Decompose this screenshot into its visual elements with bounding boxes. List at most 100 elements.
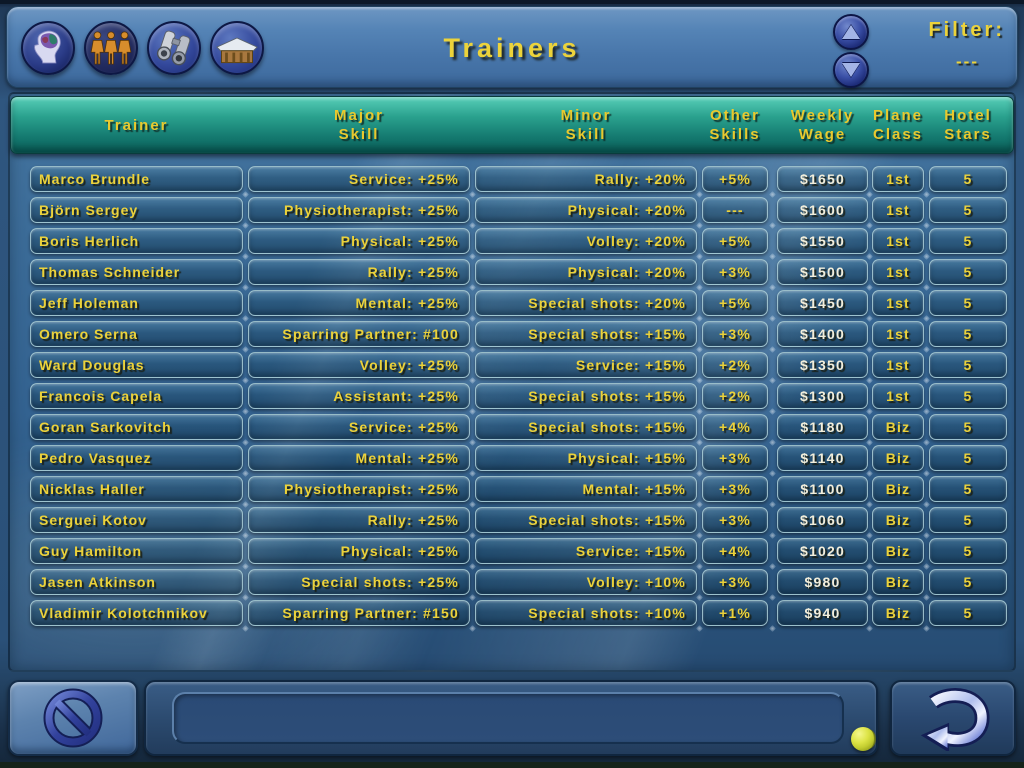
minor-cell: Volley: +20% [475, 228, 697, 254]
sparkle-decoration [769, 439, 776, 446]
binoculars-icon[interactable] [147, 21, 201, 75]
wage-cell: $1400 [777, 321, 868, 347]
wage-cell: $1180 [777, 414, 868, 440]
trainer-cell: Guy Hamilton [30, 538, 243, 564]
filter-value[interactable]: --- [956, 52, 979, 71]
header-line: Trainer [104, 116, 169, 134]
sparkle-decoration [696, 284, 703, 291]
sparkle-decoration [242, 501, 249, 508]
sparkle-decoration [242, 563, 249, 570]
header-line: Stars [944, 126, 992, 143]
minor-cell: Special shots: +15% [475, 507, 697, 533]
table-row[interactable]: Thomas Schneider Rally: +25% Physical: +20… [30, 259, 1007, 291]
wage-cell: $1600 [777, 197, 868, 223]
table-row[interactable]: Guy Hamilton Physical: +25% Service: +15% +… [30, 538, 1007, 570]
sparkle-decoration [866, 315, 873, 322]
trainer-cell: Boris Herlich [30, 228, 243, 254]
minor-cell: Physical: +15% [475, 445, 697, 471]
wage-cell: $1140 [777, 445, 868, 471]
sparkle-decoration [696, 532, 703, 539]
hotel-cell: 5 [929, 507, 1007, 533]
sparkle-decoration [866, 377, 873, 384]
header-line: Plane [872, 107, 924, 124]
sparkle-decoration [242, 470, 249, 477]
sparkle-decoration [696, 563, 703, 570]
clubhouse-icon[interactable] [210, 21, 264, 75]
sparkle-decoration [923, 470, 930, 477]
other-cell: +3% [702, 321, 768, 347]
cancel-button[interactable] [8, 680, 138, 756]
sparkle-decoration [469, 501, 476, 508]
hotel-cell: 5 [929, 383, 1007, 409]
return-icon [920, 688, 990, 751]
wage-cell: $1500 [777, 259, 868, 285]
other-cell: +3% [702, 445, 768, 471]
mind-icon[interactable] [21, 21, 75, 75]
sparkle-decoration [769, 346, 776, 353]
scroll-down-button[interactable] [833, 52, 869, 88]
sparkle-decoration [696, 191, 703, 198]
sparkle-decoration [923, 222, 930, 229]
message-panel [144, 680, 878, 756]
tennis-ball-icon [851, 727, 876, 751]
hotel-cell: 5 [929, 414, 1007, 440]
table-row[interactable]: Goran Sarkovitch Service: +25% Special sho… [30, 414, 1007, 446]
sparkle-decoration [469, 563, 476, 570]
wage-cell: $1550 [777, 228, 868, 254]
hotel-cell: 5 [929, 290, 1007, 316]
column-header-minor-skill: Minor Skill [475, 99, 697, 151]
minor-cell: Special shots: +15% [475, 414, 697, 440]
sparkle-decoration [469, 284, 476, 291]
trainer-cell: Vladimir Kolotchnikov [30, 600, 243, 626]
hotel-cell: 5 [929, 166, 1007, 192]
sparkle-decoration [866, 191, 873, 198]
sparkle-decoration [866, 470, 873, 477]
table-row[interactable]: Jeff Holeman Mental: +25% Special shots: +… [30, 290, 1007, 322]
minor-cell: Special shots: +10% [475, 600, 697, 626]
sparkle-decoration [769, 315, 776, 322]
players-icon[interactable] [84, 21, 138, 75]
table-row[interactable]: Francois Capela Assistant: +25% Special sh… [30, 383, 1007, 415]
table-row[interactable]: Pedro Vasquez Mental: +25% Physical: +15% +… [30, 445, 1007, 477]
table-row[interactable]: Boris Herlich Physical: +25% Volley: +20% +… [30, 228, 1007, 260]
sparkle-decoration [866, 501, 873, 508]
minor-cell: Special shots: +20% [475, 290, 697, 316]
sparkle-decoration [242, 439, 249, 446]
filter-label: Filter: [928, 19, 1005, 41]
major-cell: Physical: +25% [248, 228, 470, 254]
sparkle-decoration [469, 191, 476, 198]
hotel-cell: 5 [929, 445, 1007, 471]
table-row[interactable]: Jasen Atkinson Special shots: +25% Volley:… [30, 569, 1007, 601]
sparkle-decoration [696, 625, 703, 632]
sparkle-decoration [923, 501, 930, 508]
major-cell: Sparring Partner: #150 [248, 600, 470, 626]
trainers-table-panel [8, 92, 1016, 672]
other-cell: +5% [702, 166, 768, 192]
table-row[interactable]: Ward Douglas Volley: +25% Service: +15% +2%… [30, 352, 1007, 384]
trainer-cell: Goran Sarkovitch [30, 414, 243, 440]
table-row[interactable]: Björn Sergey Physiotherapist: +25% Physica… [30, 197, 1007, 229]
scroll-up-button[interactable] [833, 14, 869, 50]
block-icon [43, 688, 103, 748]
major-cell: Assistant: +25% [248, 383, 470, 409]
trainer-cell: Björn Sergey [30, 197, 243, 223]
minor-cell: Service: +15% [475, 538, 697, 564]
sparkle-decoration [923, 594, 930, 601]
table-row[interactable]: Marco Brundle Service: +25% Rally: +20% +5%… [30, 166, 1007, 198]
sparkle-decoration [769, 253, 776, 260]
table-row[interactable]: Nicklas Haller Physiotherapist: +25% Menta… [30, 476, 1007, 508]
back-button[interactable] [890, 680, 1016, 756]
sparkle-decoration [866, 625, 873, 632]
plane-cell: Biz [872, 507, 924, 533]
table-row[interactable]: Vladimir Kolotchnikov Sparring Partner: #… [30, 600, 1007, 632]
trainer-cell: Pedro Vasquez [30, 445, 243, 471]
major-cell: Physiotherapist: +25% [248, 476, 470, 502]
trainer-cell: Jasen Atkinson [30, 569, 243, 595]
table-row[interactable]: Serguei Kotov Rally: +25% Special shots: +… [30, 507, 1007, 539]
major-cell: Mental: +25% [248, 445, 470, 471]
nav-icons [21, 21, 264, 75]
trainer-cell: Nicklas Haller [30, 476, 243, 502]
sparkle-decoration [923, 346, 930, 353]
table-row[interactable]: Omero Serna Sparring Partner: #100 Special… [30, 321, 1007, 353]
sparkle-decoration [866, 408, 873, 415]
